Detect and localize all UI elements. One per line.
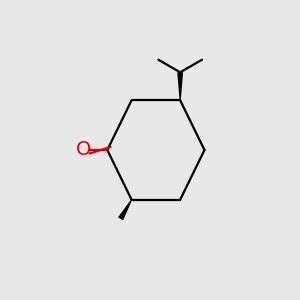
Text: O: O [76, 140, 91, 160]
Polygon shape [118, 200, 132, 220]
Polygon shape [177, 72, 183, 100]
